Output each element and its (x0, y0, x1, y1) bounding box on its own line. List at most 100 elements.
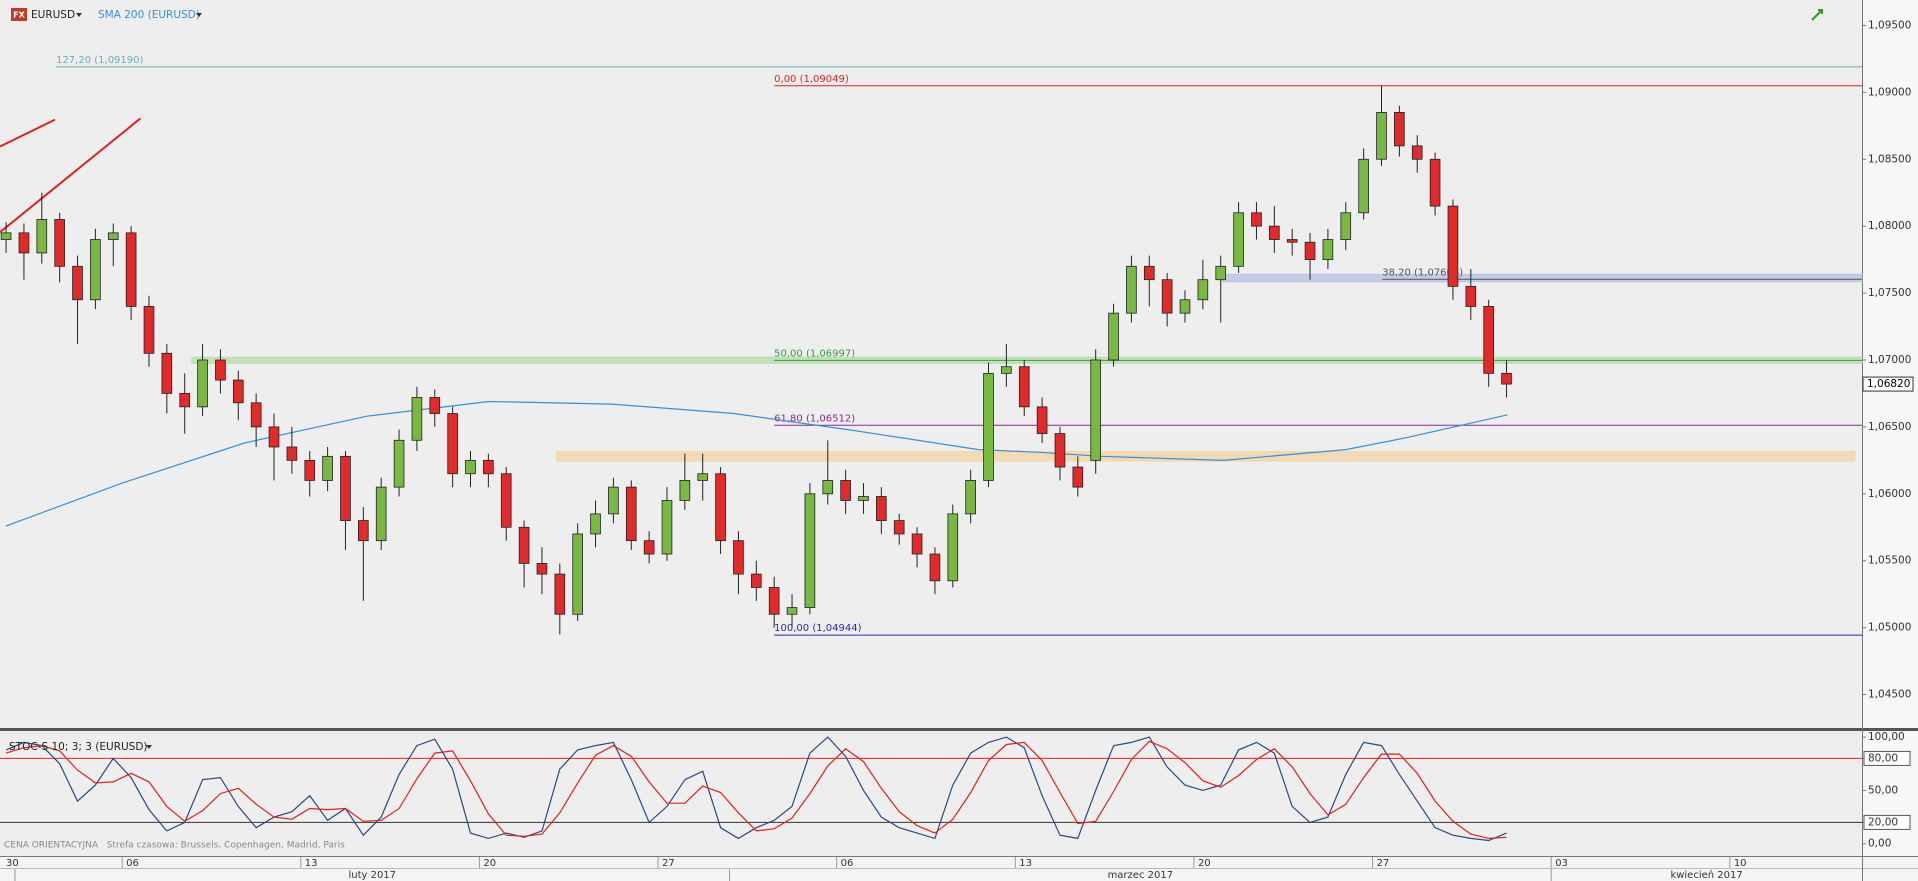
oscillator-line (5, 740, 1507, 840)
candle-body (232, 379, 244, 404)
x-tick-label: 20 (1198, 858, 1211, 869)
candle-body (215, 359, 226, 381)
candle-body (1358, 158, 1369, 214)
candle-body (893, 520, 905, 535)
candle-body (179, 393, 191, 408)
y-tick-label: 1,08500 (1868, 153, 1911, 165)
price-axis (1862, 0, 1918, 856)
candle-body (608, 486, 619, 515)
candle-body (1233, 212, 1244, 267)
candle-body (1447, 205, 1459, 287)
fib-label: 0,00 (1,09049) (774, 74, 849, 85)
candle-body (768, 587, 780, 615)
dropdown[interactable] (196, 13, 202, 17)
candle-body (1036, 406, 1048, 434)
candle-body (929, 553, 941, 582)
y-tick-label: 80,00 (1868, 752, 1898, 764)
header: FX EURUSD SMA 200 (EURUSD) STOC-S 10; 3;… (4, 8, 1823, 851)
tick-box (1863, 814, 1911, 830)
oscillator-line (5, 736, 1507, 842)
main-panel (0, 0, 1862, 728)
y-tick-label: 1,08000 (1868, 220, 1911, 232)
y-tick-label: 1,06500 (1868, 421, 1911, 433)
last-price-label: 1,06820 (1867, 378, 1910, 390)
candle-body (1108, 312, 1119, 361)
candle-body (54, 219, 65, 267)
candle-body (268, 426, 280, 448)
y-tick-label: 1,09000 (1868, 86, 1911, 98)
candle-body (1001, 366, 1012, 374)
candle-body (1376, 112, 1387, 160)
candle-body (161, 352, 173, 394)
candle-body (0, 232, 12, 240)
trend-line (0, 118, 56, 148)
candle-body (107, 232, 119, 240)
candle-body (197, 359, 208, 408)
candle-body (1269, 225, 1280, 240)
candle-body (983, 372, 994, 481)
fib-label: 61,80 (1,06512) (774, 413, 855, 424)
candle-body (1090, 359, 1102, 461)
candle-body (1126, 265, 1137, 314)
candle-body (679, 480, 691, 501)
zone (1222, 273, 1863, 283)
footer-note: CENA ORIENTACYJNA Strefa czasowa: Brusse… (4, 841, 345, 851)
candle-body (750, 573, 762, 588)
y-tick-label: 1,06000 (1868, 488, 1911, 500)
candle-body (411, 397, 423, 441)
marks: 127,20 (1,09190) 0,00 (1,09049) 38,20 (1,0… (0, 19, 1914, 881)
candle-body (1465, 285, 1477, 307)
candle-body (1197, 279, 1209, 301)
oscillator-title: STOC-S 10; 3; 3 (EURUSD) (9, 741, 148, 753)
x-tick-label: 06 (841, 858, 854, 869)
y-tick-label: 1,05000 (1868, 622, 1911, 634)
x-tick-label: 03 (1555, 858, 1568, 869)
y-tick-label: 1,07500 (1868, 287, 1911, 299)
fib-label: 50,00 (1,06997) (774, 348, 855, 359)
month-label: luty 2017 (348, 870, 396, 881)
dropdown[interactable] (76, 13, 82, 17)
candle-body (1501, 372, 1512, 385)
oscillator-panel (0, 731, 1862, 856)
y-tick-label: 1,07000 (1868, 354, 1911, 366)
candle-body (1143, 265, 1155, 281)
candle-body (590, 513, 601, 535)
indicator[interactable]: SMA 200 (EURUSD) (98, 9, 200, 21)
candle-body (822, 480, 834, 495)
candle-body (90, 239, 101, 301)
candle-body (697, 473, 709, 481)
dropdown[interactable] (146, 745, 152, 749)
candle-body (72, 265, 83, 301)
symbol[interactable]: EURUSD (31, 9, 75, 21)
candle-body (1322, 239, 1334, 261)
candle-body (804, 493, 816, 608)
candle-body (1394, 112, 1405, 147)
candle-body (733, 540, 744, 575)
candle-body (786, 607, 798, 615)
candle-body (625, 486, 637, 542)
trend-icon[interactable] (1811, 9, 1823, 21)
candle-body (1018, 366, 1030, 408)
candle-body (1304, 241, 1316, 261)
candle-body (911, 533, 923, 555)
month-label: kwiecień 2017 (1670, 869, 1742, 881)
y-tick-label: 1,04500 (1868, 689, 1911, 701)
sma-line (5, 400, 1508, 527)
candle-body (643, 540, 655, 555)
candle-body (661, 500, 673, 555)
candle-body (304, 459, 316, 481)
candle-body (1340, 212, 1352, 240)
candle-body (715, 473, 726, 542)
candle-body (554, 573, 566, 615)
fib-label: 38,20 (1,07603) (1382, 267, 1463, 278)
y-tick-label: 0,00 (1868, 838, 1891, 850)
candle-body (340, 455, 351, 521)
x-tick-label: 13 (1019, 858, 1032, 869)
candle-body (375, 486, 387, 542)
candle-body (572, 533, 583, 615)
candle-body (125, 232, 137, 307)
fib-label: 100,00 (1,04944) (774, 623, 861, 634)
trend-line (0, 117, 142, 233)
candle-body (1161, 279, 1173, 314)
